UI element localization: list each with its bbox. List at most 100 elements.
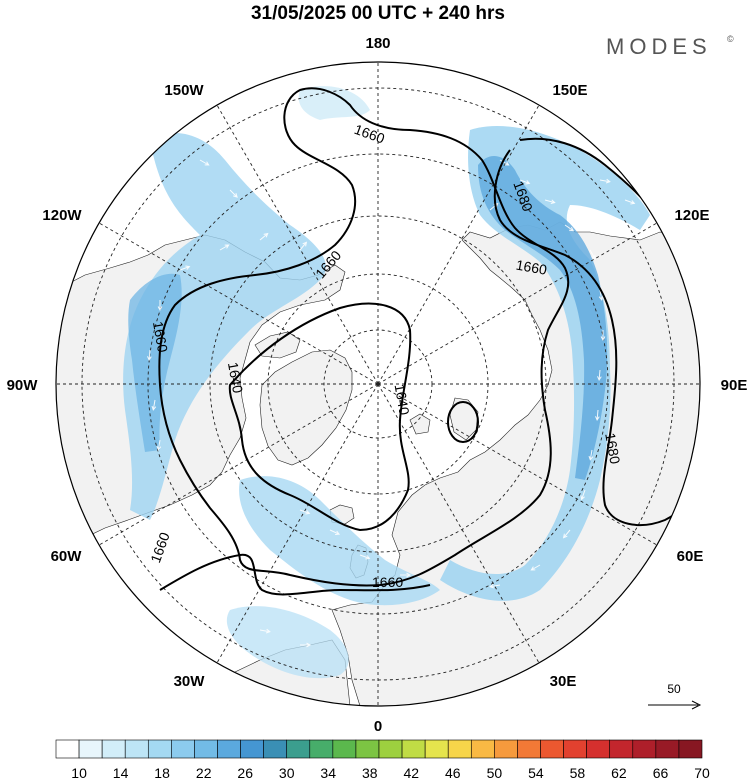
colorbar-swatch <box>332 739 357 759</box>
colorbar-swatch <box>147 739 172 759</box>
wind-arrow <box>597 369 602 382</box>
wind-arrow <box>147 349 152 362</box>
wind-arrow <box>151 399 157 411</box>
colorbar-swatch <box>678 739 703 759</box>
wind-vectors <box>147 159 636 648</box>
wind-arrow <box>229 189 238 198</box>
wind-arrow <box>329 529 341 535</box>
wind-arrow <box>530 564 541 571</box>
colorbar-label: 50 <box>487 765 503 781</box>
contour-label: 1660 <box>150 320 171 354</box>
colorbar-swatch <box>355 739 380 759</box>
contour-label-1660-europe: 1660 <box>372 574 403 590</box>
wind-arrow <box>359 554 371 560</box>
colorbar-label: 30 <box>279 765 295 781</box>
wind-arrow <box>219 244 230 251</box>
wind-arrow <box>588 449 594 461</box>
lon-label-60w: 60W <box>51 548 83 565</box>
colorbar-label: 66 <box>653 765 669 781</box>
wind-arrow <box>600 330 606 342</box>
vector-scale: 50 <box>648 682 702 710</box>
lon-label-60e: 60E <box>677 548 704 565</box>
contour-1660-europe <box>159 553 431 596</box>
land-arctic-islands <box>254 331 301 359</box>
jet-band-atlantic <box>239 476 440 606</box>
wind-arrow <box>259 628 271 634</box>
lon-label-90w: 90W <box>7 377 39 394</box>
contour-label: 1640 <box>225 361 246 395</box>
colorbar-swatch <box>309 739 334 759</box>
colorbar-swatch <box>424 739 449 759</box>
wind-arrow <box>599 178 611 184</box>
copyright-mark: © <box>727 34 734 44</box>
colorbar-swatch <box>217 739 241 759</box>
modes-logo: MODES <box>606 34 712 59</box>
colorbar-label: 38 <box>362 765 378 781</box>
lon-label-180: 180 <box>365 35 390 52</box>
colorbar-swatch <box>78 739 103 759</box>
colorbar-swatch <box>55 739 80 759</box>
vector-scale-label: 50 <box>667 682 681 696</box>
geopotential-contours <box>158 87 700 596</box>
polar-map: 1660 1680 1660 1660 1640 1640 1680 1660 … <box>55 61 701 707</box>
wind-arrow <box>519 179 531 185</box>
wind-arrow <box>564 224 575 232</box>
contour-labels: 1660 1680 1660 1660 1640 1640 1680 1660 … <box>147 121 623 565</box>
colorbar-label: 70 <box>694 765 710 781</box>
colorbar-label: 14 <box>113 765 129 781</box>
colorbar-swatch <box>494 739 518 759</box>
lon-label-150e: 150E <box>552 82 587 99</box>
wind-arrow <box>299 241 308 251</box>
lon-label-120e: 120E <box>674 207 709 224</box>
colorbar-swatch <box>470 739 495 759</box>
jet-band-europe <box>226 606 349 679</box>
jet-core-east-asia <box>478 155 608 480</box>
wind-arrow <box>595 409 600 422</box>
lon-label-120w: 120W <box>42 207 82 224</box>
vector-scale-arrow-head <box>691 700 702 710</box>
lon-label-0: 0 <box>374 718 382 735</box>
wind-arrow <box>544 199 556 204</box>
colorbar <box>55 739 703 759</box>
wind-arrow <box>624 199 636 205</box>
map-title: 31/05/2025 00 UTC + 240 hrs <box>251 3 505 24</box>
wind-arrow <box>259 232 269 241</box>
colorbar-swatch <box>517 739 541 759</box>
contour-1640-closed <box>228 302 412 532</box>
colorbar-label: 34 <box>320 765 336 781</box>
colorbar-label: 18 <box>154 765 170 781</box>
contour-closed-barents <box>447 401 479 443</box>
colorbar-labels: 10 14 18 22 26 30 34 38 42 46 50 54 58 62 66 70 <box>71 765 710 781</box>
colorbar-swatch <box>540 739 564 759</box>
jet-band-north-america <box>123 132 326 520</box>
colorbar-swatch <box>447 739 472 759</box>
wind-arrow <box>300 642 312 648</box>
colorbar-swatch <box>609 739 634 759</box>
wind-arrow <box>598 289 604 301</box>
wind-arrow <box>499 159 510 166</box>
colorbar-swatch <box>101 739 126 759</box>
colorbar-swatch <box>401 739 426 759</box>
wind-arrow <box>179 265 191 271</box>
colorbar-label: 10 <box>71 765 87 781</box>
colorbar-swatch <box>632 739 657 759</box>
wind-arrow <box>489 583 501 589</box>
contour-label: 1680 <box>602 432 623 466</box>
contour-label: 1660 <box>515 257 549 278</box>
contour-label: 1640 <box>392 383 413 417</box>
colorbar-label: 54 <box>528 765 544 781</box>
colorbar-label: 62 <box>611 765 627 781</box>
longitude-labels: 180 150E 120E 90E 60E 30E 0 30W 60W 90W … <box>7 35 748 735</box>
land-svalbard <box>409 413 431 435</box>
colorbar-label: 58 <box>570 765 586 781</box>
colorbar-label: 42 <box>404 765 420 781</box>
colorbar-swatch <box>586 739 611 759</box>
colorbar-swatch <box>563 739 587 759</box>
colorbar-swatch <box>124 739 149 759</box>
lon-label-30w: 30W <box>174 673 206 690</box>
colorbar-swatch <box>286 739 311 759</box>
wind-arrow <box>562 529 571 539</box>
wind-arrow <box>157 300 163 312</box>
jet-band-east-asia <box>440 125 650 601</box>
lon-label-150w: 150W <box>164 82 204 99</box>
